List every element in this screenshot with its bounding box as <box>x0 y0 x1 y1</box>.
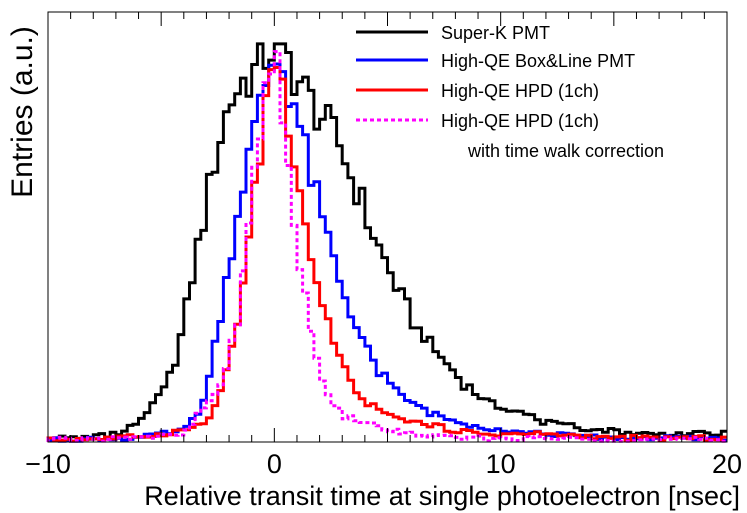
legend-label-2: High-QE Box&Line PMT <box>441 51 635 71</box>
legend-label-3: High-QE HPD (1ch) <box>441 81 599 101</box>
legend-label-1: Super-K PMT <box>441 23 550 43</box>
x-tick-label: 20 <box>712 449 742 479</box>
x-axis-label: Relative transit time at single photoele… <box>144 481 740 511</box>
legend: Super-K PMT High-QE Box&Line PMT High-QE H… <box>356 23 664 161</box>
x-tick-label: 0 <box>267 449 282 479</box>
x-tick-label: −10 <box>25 449 71 479</box>
tick-labels: −10 0 10 20 <box>25 449 742 479</box>
series-line-4 <box>46 50 727 443</box>
axis-layer <box>47 11 728 443</box>
x-tick-label: 10 <box>486 449 516 479</box>
legend-sublabel-4: with time walk correction <box>467 141 664 161</box>
y-axis-label: Entries (a.u.) <box>6 26 39 198</box>
legend-label-4: High-QE HPD (1ch) <box>441 111 599 131</box>
